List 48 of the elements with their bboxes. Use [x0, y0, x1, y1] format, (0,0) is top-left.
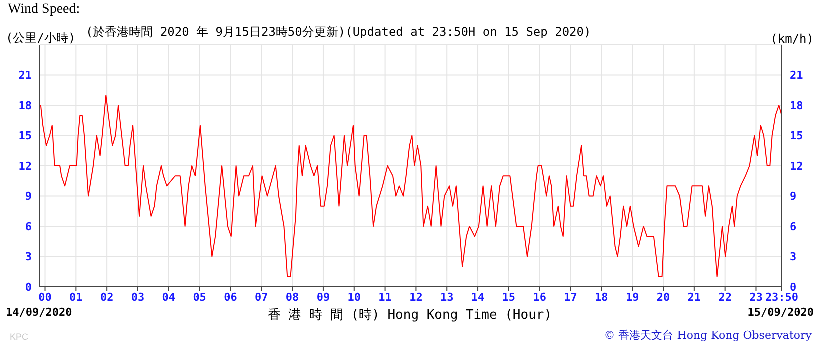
y2-tick-label: 6 — [790, 220, 797, 234]
y2-tick-label: 12 — [790, 160, 804, 173]
y-tick-label: 12 — [18, 160, 32, 173]
x-tick-label: 19 — [626, 290, 640, 304]
y-tick-label: 6 — [25, 220, 32, 234]
x-tick-label: 13 — [440, 290, 454, 304]
y2-axis-title: (km/h) — [770, 32, 814, 46]
x-tick-label: 07 — [255, 290, 268, 304]
x-tick-label: 00 — [38, 290, 52, 304]
y-tick-label: 18 — [18, 99, 32, 112]
x-axis-title: 香 港 時 間 (時) Hong Kong Time (Hour) — [268, 308, 552, 323]
x-tick-label: 05 — [193, 290, 206, 304]
y-tick-label: 21 — [18, 69, 32, 82]
x-tick-label: 10 — [348, 290, 362, 304]
x-tick-label: 23 — [750, 290, 763, 304]
x-tick-label: 21 — [688, 290, 702, 304]
y2-tick-label: 18 — [790, 99, 804, 112]
y-axis-title: (公里/小時) — [6, 30, 76, 47]
x-tick-label: 04 — [162, 290, 176, 304]
x-tick-label: 18 — [595, 290, 608, 304]
line-series — [40, 94, 782, 278]
y-tick-label: 15 — [18, 130, 32, 143]
x-tick-label: 03 — [131, 290, 145, 304]
y-tick-label: 9 — [25, 190, 32, 204]
x-tick-label: 14 — [471, 290, 486, 304]
y2-tick-label: 3 — [790, 250, 797, 264]
x-tick-label: 12 — [410, 290, 423, 304]
y2-tick-label: 9 — [790, 190, 797, 204]
x-tick-label: 22 — [718, 290, 732, 304]
x-tick-label: 16 — [533, 290, 547, 304]
x-tick-label: 17 — [564, 290, 578, 304]
text: © 香港天文台 Hong Kong Observatory — [604, 328, 812, 343]
text: 15/09/2020 — [748, 306, 814, 319]
x-tick-label: 09 — [316, 290, 330, 304]
x-tick-label: 06 — [224, 290, 238, 304]
x-tick-label: 20 — [656, 290, 670, 304]
y-tick-label: 3 — [25, 250, 32, 264]
chart-subtitle: (於香港時間 2020 年 9月15日23時50分更新)(Updated at 23:50H on 15 Sep 2020) — [86, 24, 592, 41]
y-tick-label: 0 — [25, 280, 32, 294]
y2-tick-label: 21 — [790, 69, 804, 82]
chart-title: Wind Speed: — [8, 2, 80, 18]
x-tick-label: 11 — [378, 290, 392, 304]
x-tick-label: 01 — [70, 290, 84, 304]
x-tick-label: 08 — [286, 290, 300, 304]
x-tick-label: 02 — [100, 290, 114, 304]
text: 14/09/2020 — [6, 306, 72, 319]
x-tick-label: 15 — [502, 290, 516, 304]
y2-tick-label: 15 — [790, 130, 804, 143]
